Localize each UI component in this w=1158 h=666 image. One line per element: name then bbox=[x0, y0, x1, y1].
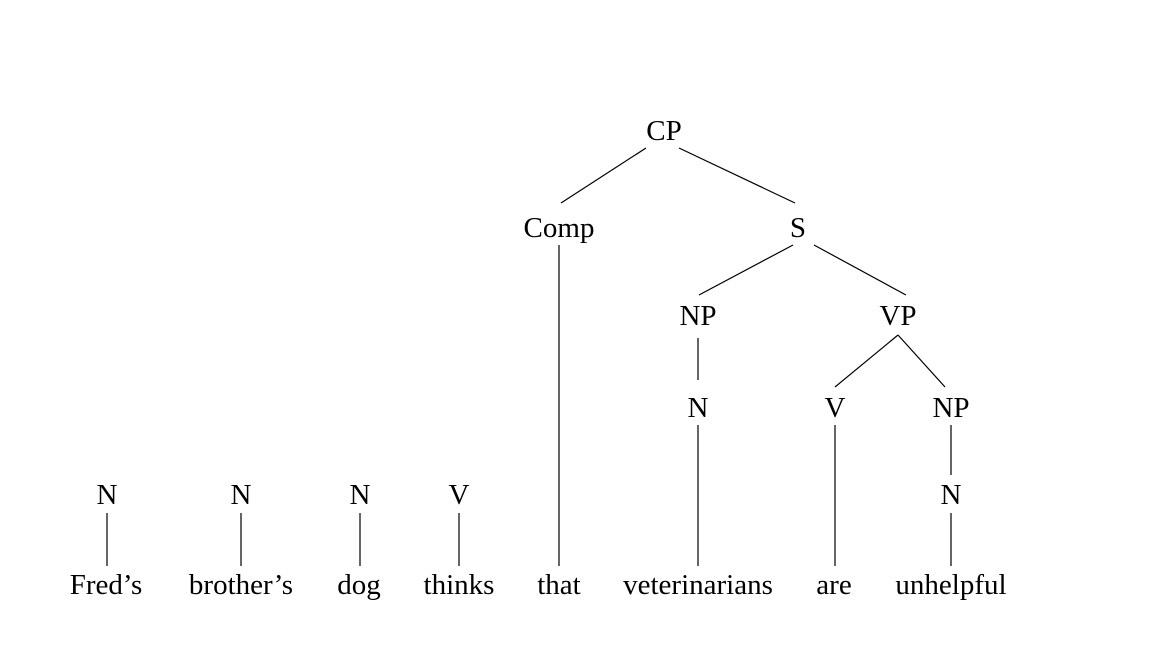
node-comp: Comp bbox=[524, 212, 595, 244]
node-s: S bbox=[790, 212, 806, 244]
word-unhelpful: unhelpful bbox=[895, 569, 1006, 601]
node-v-thinks: V bbox=[449, 479, 470, 511]
branch-s-np bbox=[698, 244, 794, 296]
node-np-object: NP bbox=[932, 392, 969, 424]
branch-vp-np bbox=[897, 334, 946, 388]
category-labels: CP Comp S NP VP N V NP N N N N V bbox=[97, 115, 970, 511]
word-thinks: thinks bbox=[424, 569, 495, 601]
node-n-subject: N bbox=[688, 392, 709, 424]
word-that: that bbox=[537, 569, 581, 601]
branch-s-vp bbox=[813, 244, 907, 296]
node-v-are: V bbox=[825, 392, 846, 424]
word-are: are bbox=[816, 569, 851, 601]
tree-branches bbox=[106, 147, 952, 566]
branch-cp-s bbox=[678, 147, 796, 204]
node-np-subject: NP bbox=[679, 300, 716, 332]
word-freds: Fred’s bbox=[70, 569, 143, 601]
node-n-freds: N bbox=[97, 479, 118, 511]
node-n-brothers: N bbox=[231, 479, 252, 511]
sentence-words: Fred’s brother’s dog thinks that veterin… bbox=[70, 569, 1007, 601]
branch-vp-v bbox=[834, 334, 899, 388]
word-dog: dog bbox=[337, 569, 381, 601]
branch-cp-comp bbox=[560, 147, 647, 204]
node-vp: VP bbox=[879, 300, 916, 332]
word-veterinarians: veterinarians bbox=[623, 569, 773, 601]
node-cp: CP bbox=[646, 115, 681, 147]
node-n-dog: N bbox=[350, 479, 371, 511]
node-n-object: N bbox=[941, 479, 962, 511]
word-brothers: brother’s bbox=[189, 569, 293, 601]
